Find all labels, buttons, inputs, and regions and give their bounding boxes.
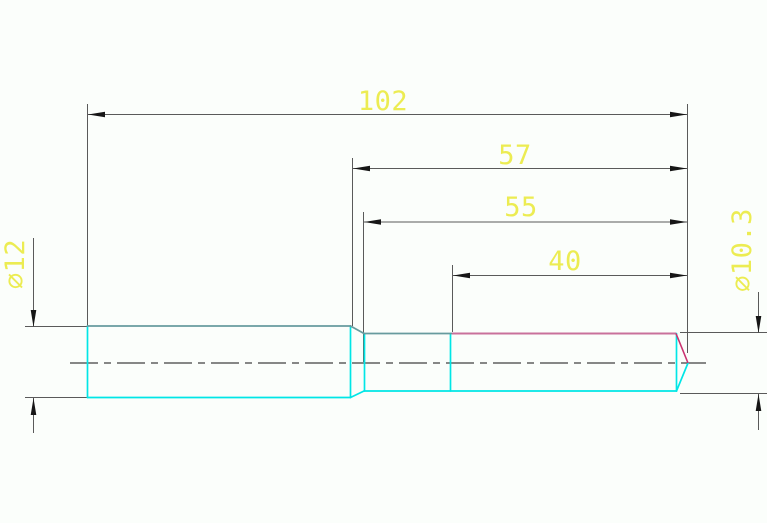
arrow-head (670, 111, 687, 118)
arrow-head (755, 316, 762, 333)
part-top-profile-segment (349, 325, 365, 335)
arrow-head (30, 398, 37, 415)
end-chamfer-line (675, 333, 689, 364)
arrowheads (30, 111, 762, 415)
arrow-head (364, 219, 381, 225)
dim-label-overall-length: 102 (358, 86, 408, 117)
part-top-profile (86, 325, 453, 335)
dimension-labels: 102 57 55 40 ∅12 ∅10.3 (0, 86, 758, 292)
dim-label-57: 57 (498, 140, 532, 171)
dim-label-right-diameter: ∅10.3 (727, 208, 758, 292)
dim-label-40: 40 (548, 246, 582, 277)
arrow-head (453, 272, 470, 279)
dim-label-55: 55 (504, 192, 538, 223)
arrow-head (88, 111, 105, 118)
arrow-head (670, 219, 687, 225)
arrow-head (670, 272, 687, 279)
dimension-lines (33, 114, 759, 433)
arrow-head (30, 310, 37, 327)
part-outline-segment (675, 362, 689, 392)
arrow-head (670, 165, 687, 172)
extension-lines (25, 104, 767, 398)
part-outline-segment (349, 390, 365, 399)
part-outline (86, 325, 689, 399)
arrow-head (353, 165, 370, 172)
arrow-head (755, 394, 762, 411)
dim-label-left-diameter: ∅12 (0, 239, 31, 289)
